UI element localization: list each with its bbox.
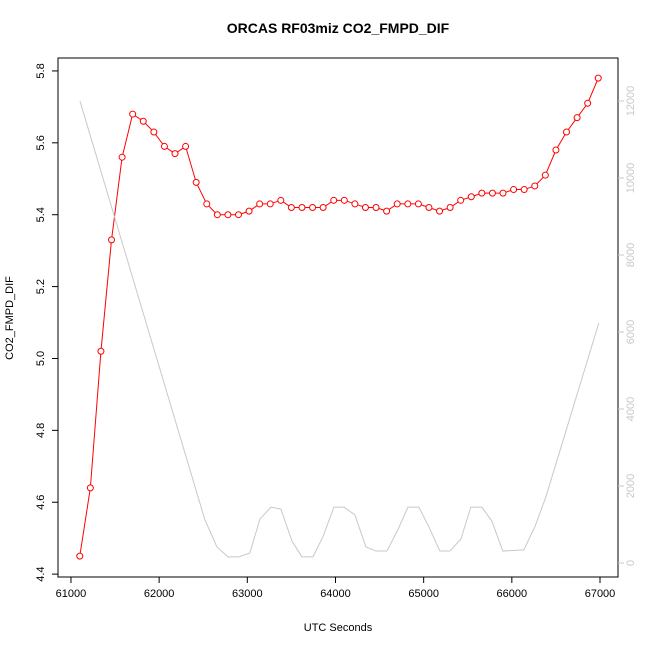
data-point: [425, 204, 433, 212]
y2-tick-label: 12000: [625, 86, 637, 117]
data-point: [319, 204, 327, 212]
x-tick-label: 65000: [408, 588, 439, 600]
data-point: [287, 204, 295, 212]
data-point: [393, 200, 401, 208]
data-point: [531, 182, 539, 190]
y2-tick-label: 6000: [625, 320, 637, 344]
data-point: [520, 186, 528, 194]
data-point: [467, 193, 475, 201]
data-point: [150, 128, 158, 136]
data-point: [97, 347, 105, 355]
data-point: [330, 196, 338, 204]
y-tick-label: 4.6: [35, 495, 47, 510]
y-tick-label: 5.0: [35, 351, 47, 366]
y-tick-label: 4.4: [35, 566, 47, 581]
data-point: [203, 200, 211, 208]
plot-frame: [57, 57, 619, 578]
data-point: [573, 114, 581, 122]
y2-tick-label: 8000: [625, 243, 637, 267]
data-point: [129, 110, 137, 118]
data-point: [160, 142, 168, 150]
data-point: [478, 189, 486, 197]
data-point: [488, 189, 496, 197]
data-point: [361, 204, 369, 212]
series-line: [79, 100, 600, 558]
data-point: [541, 171, 549, 179]
data-point: [182, 142, 190, 150]
data-point: [266, 200, 274, 208]
y-axis-label: CO2_FMPD_DIF: [4, 276, 16, 360]
y2-tick-label: 0: [625, 560, 637, 566]
chart-title: ORCAS RF03miz CO2_FMPD_DIF: [227, 20, 450, 36]
data-point: [446, 204, 454, 212]
x-tick-label: 67000: [585, 588, 616, 600]
data-point: [309, 204, 317, 212]
data-point: [499, 189, 507, 197]
data-point: [594, 74, 602, 82]
x-tick-label: 66000: [497, 588, 528, 600]
data-point: [383, 207, 391, 215]
data-point: [510, 186, 518, 194]
data-point: [340, 196, 348, 204]
data-point: [277, 196, 285, 204]
data-point: [351, 200, 359, 208]
data-point: [139, 117, 147, 125]
y2-tick-label: 10000: [625, 163, 637, 194]
data-point: [584, 99, 592, 107]
y-tick-label: 5.6: [35, 135, 47, 150]
y-tick-label: 5.8: [35, 63, 47, 78]
data-point: [224, 211, 232, 219]
data-point: [372, 204, 380, 212]
data-point: [298, 204, 306, 212]
data-point: [414, 200, 422, 208]
y2-tick-label: 4000: [625, 397, 637, 421]
data-point: [76, 552, 84, 560]
data-point: [245, 207, 253, 215]
x-tick-label: 64000: [320, 588, 351, 600]
data-point: [404, 200, 412, 208]
data-point: [563, 128, 571, 136]
data-point: [171, 150, 179, 158]
data-point: [213, 211, 221, 219]
x-tick-label: 62000: [144, 588, 175, 600]
data-point: [234, 211, 242, 219]
data-point: [256, 200, 264, 208]
y-tick-label: 5.4: [35, 207, 47, 222]
data-point: [457, 196, 465, 204]
x-tick-label: 63000: [232, 588, 263, 600]
data-point: [436, 207, 444, 215]
data-point: [118, 153, 126, 161]
y2-tick-label: 2000: [625, 474, 637, 498]
data-point: [86, 484, 94, 492]
x-tick-label: 61000: [56, 588, 87, 600]
data-point: [552, 146, 560, 154]
data-point: [192, 178, 200, 186]
y-tick-label: 4.8: [35, 423, 47, 438]
y-tick-label: 5.2: [35, 279, 47, 294]
data-point: [108, 236, 116, 244]
x-axis-label: UTC Seconds: [304, 622, 373, 634]
